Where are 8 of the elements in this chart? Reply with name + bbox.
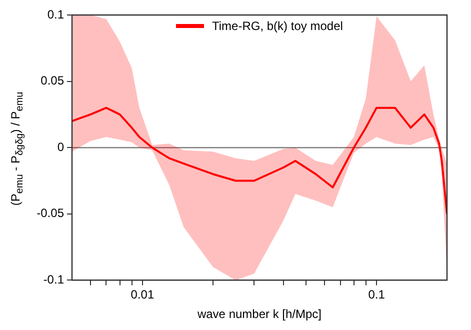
legend-label: Time-RG, b(k) toy model — [212, 19, 343, 33]
y-tick-label: 0.05 — [40, 74, 64, 88]
y-tick-label: -0.1 — [43, 272, 64, 287]
y-tick-label: 0.1 — [47, 7, 64, 22]
x-axis-title: wave number k [h/Mpc] — [196, 307, 322, 322]
y-tick-label: -0.05 — [36, 206, 64, 220]
y-tick-label: 0 — [57, 140, 64, 154]
x-tick-label: 0.01 — [130, 288, 154, 302]
